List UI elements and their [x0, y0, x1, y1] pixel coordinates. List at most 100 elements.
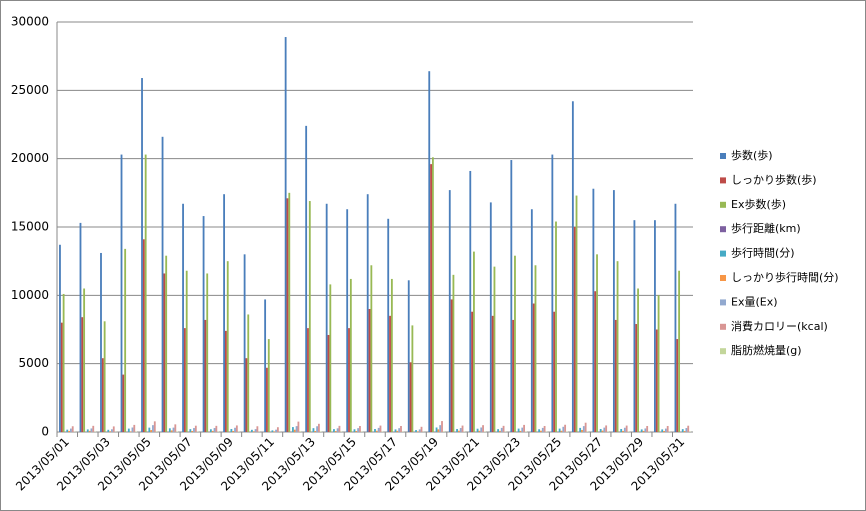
- bar: [457, 430, 460, 432]
- bar: [687, 425, 690, 432]
- bar: [500, 427, 503, 432]
- bar: [420, 426, 423, 432]
- bar: [127, 428, 130, 432]
- bar: [161, 136, 164, 433]
- bar: [534, 265, 537, 432]
- bar: [456, 428, 458, 432]
- bar: [519, 430, 522, 432]
- bar: [129, 431, 132, 432]
- bar: [90, 428, 93, 432]
- bar: [230, 428, 233, 432]
- bar: [586, 431, 589, 432]
- bar: [213, 428, 216, 432]
- bar: [390, 278, 393, 432]
- y-tick-label: 5000: [18, 356, 49, 370]
- bar: [461, 425, 464, 432]
- bar: [579, 427, 582, 432]
- bar: [469, 170, 472, 432]
- bar: [204, 319, 207, 432]
- bar: [185, 270, 188, 432]
- bar: [409, 362, 412, 432]
- bar: [152, 425, 154, 432]
- bar: [415, 430, 417, 432]
- bar: [416, 431, 419, 432]
- bar: [299, 431, 302, 432]
- bar: [312, 428, 315, 432]
- bar: [407, 280, 410, 432]
- legend-swatch: [720, 323, 726, 330]
- bar: [540, 430, 542, 432]
- bar: [681, 429, 684, 432]
- bar: [273, 431, 276, 432]
- bar: [489, 202, 492, 432]
- y-tick-label: 15000: [11, 220, 49, 234]
- bar: [153, 421, 156, 432]
- bar: [491, 315, 494, 432]
- legend-swatch: [720, 226, 726, 233]
- bar: [400, 425, 402, 432]
- bar: [473, 251, 475, 432]
- bar: [141, 78, 143, 433]
- bar: [530, 209, 533, 432]
- bar: [329, 284, 332, 432]
- bar: [120, 154, 123, 433]
- bar: [642, 430, 645, 432]
- bar: [68, 430, 70, 432]
- bar: [131, 427, 134, 432]
- bar: [499, 430, 501, 432]
- legend-label: しっかり歩行時間(分): [731, 270, 839, 284]
- bar: [431, 157, 434, 433]
- bar: [644, 428, 647, 432]
- bar: [79, 222, 82, 432]
- bar: [555, 221, 557, 432]
- bar: [663, 430, 665, 432]
- bar: [60, 322, 63, 432]
- bar: [271, 430, 274, 432]
- legend-label: 歩数(歩): [731, 148, 773, 162]
- bar: [349, 278, 352, 432]
- bar: [493, 266, 496, 432]
- bar: [482, 425, 484, 432]
- bar: [194, 425, 197, 432]
- bar: [211, 430, 214, 432]
- y-tick-label: 0: [41, 425, 49, 439]
- bar: [111, 429, 113, 432]
- legend-swatch: [720, 348, 726, 355]
- bar: [71, 426, 74, 432]
- legend-swatch: [720, 275, 726, 281]
- bar: [480, 427, 483, 432]
- bar: [225, 330, 227, 432]
- bar: [165, 255, 168, 432]
- bar: [612, 190, 615, 432]
- y-tick-label: 10000: [11, 288, 49, 302]
- bar: [189, 429, 192, 432]
- bar: [144, 154, 147, 433]
- bar: [209, 429, 212, 432]
- bar: [163, 273, 166, 432]
- bar: [661, 429, 664, 432]
- bar: [191, 430, 194, 432]
- bar: [560, 430, 563, 432]
- bar: [336, 428, 339, 432]
- bar: [327, 334, 330, 432]
- bar: [450, 299, 453, 432]
- bar: [150, 430, 153, 432]
- bar: [592, 188, 595, 432]
- bar: [411, 325, 414, 432]
- bar: [176, 431, 179, 432]
- bar: [437, 429, 440, 432]
- bar: [318, 423, 320, 432]
- bar: [625, 425, 628, 432]
- bar: [430, 164, 432, 432]
- bar: [314, 430, 317, 432]
- bar: [183, 328, 186, 432]
- bar: [355, 430, 358, 432]
- bar: [571, 101, 574, 433]
- bar: [122, 374, 125, 432]
- bar: [594, 291, 597, 432]
- bar: [601, 430, 604, 432]
- bar: [666, 425, 669, 432]
- bar: [168, 428, 171, 432]
- bar: [521, 427, 524, 432]
- bar: [170, 430, 173, 432]
